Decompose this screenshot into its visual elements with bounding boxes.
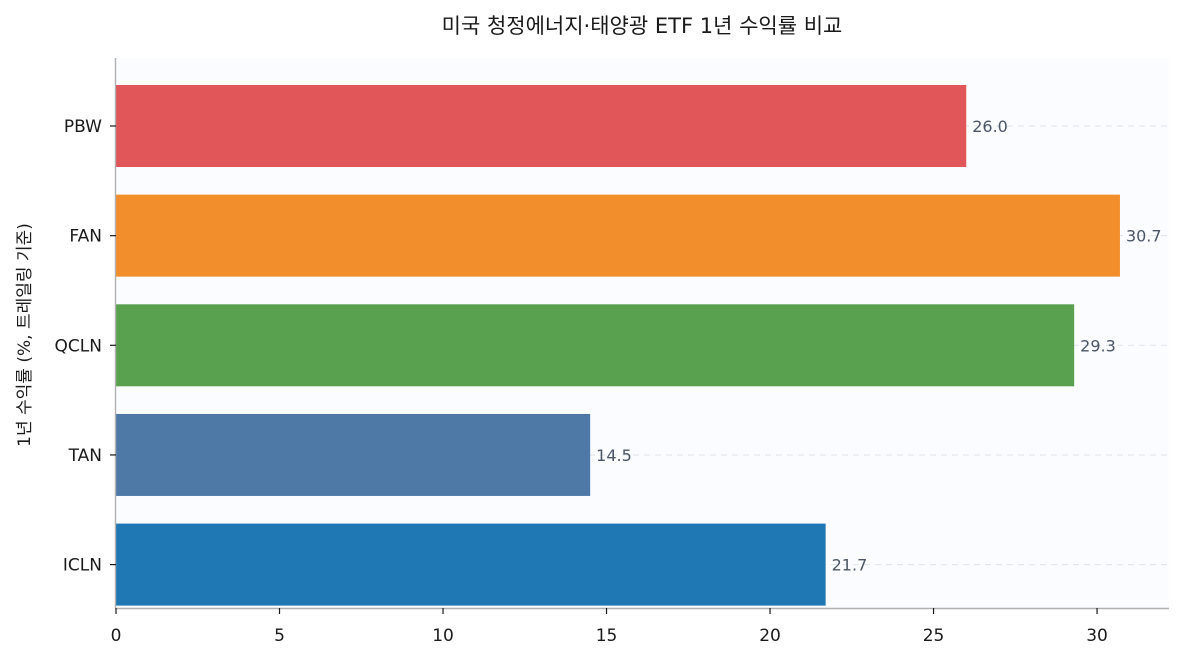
x-ticks: 0 5 10 15 20 25 30 [111, 608, 1108, 646]
bar-pbw [116, 85, 967, 167]
x-tick-label: 10 [432, 626, 454, 646]
x-tick-label: 15 [596, 626, 618, 646]
x-tick-label: 30 [1086, 626, 1108, 646]
y-tick-label-icln: ICLN [63, 556, 102, 576]
data-label-fan: 30.7 [1126, 227, 1162, 246]
y-tick-label-fan: FAN [69, 227, 102, 247]
x-tick-label: 20 [759, 626, 781, 646]
x-tick-label: 25 [923, 626, 945, 646]
y-tick-label-qcln: QCLN [55, 336, 102, 356]
bar-fan [116, 194, 1120, 277]
data-label-icln: 21.7 [832, 556, 868, 575]
data-label-qcln: 29.3 [1080, 336, 1116, 355]
data-labels: 26.0 30.7 29.3 14.5 21.7 [596, 117, 1161, 575]
y-axis-label: 1년 수익률 (%, 트레일링 기준) [15, 223, 35, 447]
y-ticks: PBW FAN QCLN TAN ICLN [55, 117, 116, 576]
y-tick-label-pbw: PBW [64, 117, 102, 137]
chart-title: 미국 청정에너지·태양광 ETF 1년 수익률 비교 [442, 14, 843, 38]
x-tick-label: 5 [274, 626, 285, 646]
y-tick-label-tan: TAN [68, 446, 102, 466]
bar-qcln [116, 304, 1075, 387]
bar-icln [116, 523, 826, 606]
data-label-pbw: 26.0 [972, 117, 1008, 136]
data-label-tan: 14.5 [596, 446, 632, 465]
bars [116, 85, 1120, 606]
x-tick-label: 0 [111, 626, 122, 646]
bar-tan [116, 413, 591, 496]
